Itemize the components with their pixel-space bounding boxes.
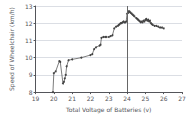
svg-text:22: 22 bbox=[87, 95, 95, 102]
svg-text:27: 27 bbox=[178, 95, 186, 102]
svg-text:19: 19 bbox=[32, 95, 40, 102]
svg-text:26: 26 bbox=[160, 95, 168, 102]
svg-text:Total Voltage of Batteries (v): Total Voltage of Batteries (v) bbox=[65, 106, 151, 114]
svg-text:12: 12 bbox=[25, 20, 33, 27]
svg-text:11: 11 bbox=[25, 37, 33, 44]
svg-text:21: 21 bbox=[68, 95, 76, 102]
svg-text:23: 23 bbox=[105, 95, 113, 102]
svg-text:13: 13 bbox=[25, 3, 33, 10]
svg-text:8: 8 bbox=[28, 88, 33, 96]
svg-text:10: 10 bbox=[25, 54, 33, 61]
svg-text:20: 20 bbox=[50, 95, 58, 102]
svg-text:9: 9 bbox=[29, 71, 33, 78]
svg-text:25: 25 bbox=[142, 95, 150, 102]
svg-text:Speed of Wheelchair (km/h): Speed of Wheelchair (km/h) bbox=[8, 7, 16, 91]
svg-text:24: 24 bbox=[123, 95, 131, 102]
